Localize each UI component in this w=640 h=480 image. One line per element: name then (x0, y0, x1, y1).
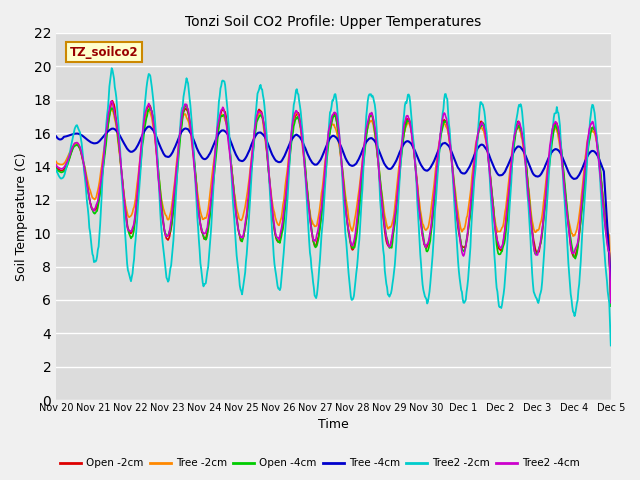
Y-axis label: Soil Temperature (C): Soil Temperature (C) (15, 152, 28, 281)
Text: TZ_soilco2: TZ_soilco2 (70, 46, 139, 59)
Title: Tonzi Soil CO2 Profile: Upper Temperatures: Tonzi Soil CO2 Profile: Upper Temperatur… (186, 15, 482, 29)
X-axis label: Time: Time (318, 419, 349, 432)
Legend: Open -2cm, Tree -2cm, Open -4cm, Tree -4cm, Tree2 -2cm, Tree2 -4cm: Open -2cm, Tree -2cm, Open -4cm, Tree -4… (56, 454, 584, 472)
